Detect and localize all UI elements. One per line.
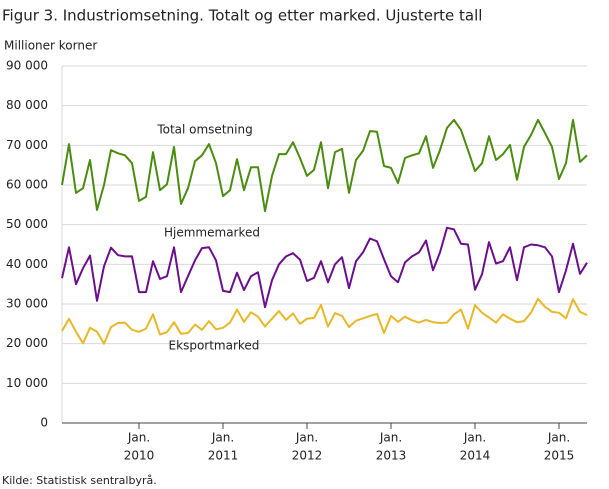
y-tick-label: 80 000 (6, 98, 48, 112)
x-tick-label: Jan. (127, 431, 150, 445)
y-tick-label: 70 000 (6, 138, 48, 152)
x-tick-label: 2012 (292, 449, 323, 463)
y-axis-label: Millioner korner (4, 39, 97, 53)
y-tick-label: 10 000 (6, 376, 48, 390)
x-tick-label: 2014 (460, 449, 491, 463)
source: Kilde: Statistisk sentralbyrå. (2, 474, 157, 487)
x-tick-label: Jan. (463, 431, 486, 445)
y-tick-label: 90 000 (6, 59, 48, 73)
y-tick-label: 20 000 (6, 336, 48, 350)
x-tick-label: Jan. (211, 431, 234, 445)
x-tick-label: Jan. (295, 431, 318, 445)
x-tick-label: 2015 (544, 449, 575, 463)
y-tick-label: 50 000 (6, 217, 48, 231)
x-tick-label: 2011 (208, 449, 239, 463)
x-tick-label: 2013 (376, 449, 407, 463)
y-tick-label: 0 (40, 416, 48, 430)
line (61, 118, 588, 213)
x-tick-label: Jan. (379, 431, 402, 445)
series-label: Total omsetning (156, 123, 252, 137)
y-tick-label: 30 000 (6, 297, 48, 311)
series-label: Eksportmarked (169, 339, 260, 353)
series-label: Hjemmemarked (164, 226, 260, 240)
y-tick-label: 40 000 (6, 257, 48, 271)
chart-title: Figur 3. Industriomsetning. Totalt og et… (2, 7, 482, 25)
x-tick-label: Jan. (547, 431, 570, 445)
line (61, 297, 588, 345)
y-tick-label: 60 000 (6, 178, 48, 192)
x-tick-label: 2010 (124, 449, 155, 463)
line (61, 226, 588, 309)
